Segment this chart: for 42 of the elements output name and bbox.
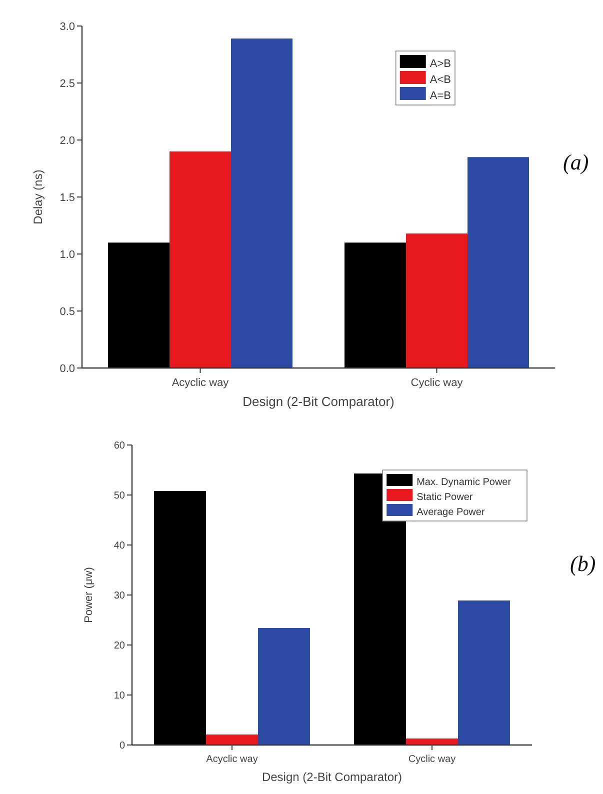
- x-tick-label: Cyclic way: [408, 754, 456, 765]
- bar: [206, 734, 258, 745]
- bar: [354, 474, 406, 745]
- y-tick-label: 2.5: [60, 78, 75, 90]
- bar: [170, 151, 231, 368]
- legend-label: Average Power: [416, 507, 486, 518]
- x-axis-title: Design (2-Bit Comparator): [242, 394, 394, 409]
- legend-label: A<B: [430, 74, 451, 86]
- y-tick-label: 0.5: [60, 306, 75, 318]
- text: (a): [563, 150, 589, 175]
- y-tick-label: 50: [114, 490, 126, 502]
- legend-label: Static Power: [416, 492, 474, 503]
- bar: [458, 600, 510, 745]
- x-axis-title: Design (2-Bit Comparator): [262, 770, 402, 784]
- bar: [230, 38, 292, 368]
- y-tick-label: 0: [119, 740, 126, 752]
- y-tick-label: 10: [114, 690, 126, 702]
- legend-label: A>B: [430, 58, 451, 70]
- y-tick-label: 20: [114, 640, 126, 652]
- x-tick-label: Acyclic way: [172, 377, 230, 389]
- legend-label: A=B: [430, 90, 451, 102]
- y-axis-title: Delay (ns): [31, 170, 45, 224]
- bar: [154, 491, 206, 745]
- y-tick-label: 30: [114, 590, 126, 602]
- bar: [467, 157, 529, 368]
- legend-label: Max. Dynamic Power: [416, 477, 512, 488]
- y-tick-label: 0.0: [60, 362, 75, 375]
- y-tick-label: 2.0: [60, 134, 75, 147]
- text: (b): [570, 551, 596, 576]
- bar: [406, 738, 458, 745]
- y-tick-label: 1.5: [60, 192, 75, 204]
- y-axis-title: Power (μw): [83, 567, 95, 623]
- x-tick-label: Cyclic way: [410, 377, 464, 389]
- x-tick-label: Acyclic way: [206, 754, 258, 765]
- y-tick-label: 40: [114, 540, 126, 552]
- y-tick-label: 1.0: [60, 248, 75, 261]
- bar: [258, 628, 310, 745]
- y-tick-label: 60: [114, 440, 126, 452]
- bar: [108, 242, 170, 368]
- bar: [406, 233, 468, 368]
- y-tick-label: 3.0: [60, 20, 75, 33]
- bar: [344, 242, 406, 368]
